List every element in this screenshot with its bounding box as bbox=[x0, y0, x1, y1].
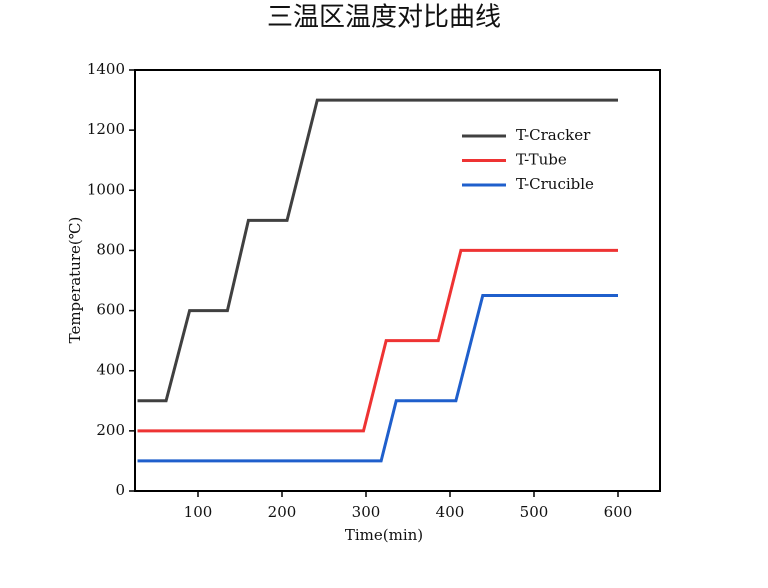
legend-label: T-Tube bbox=[516, 151, 567, 169]
x-tick-label: 300 bbox=[352, 503, 381, 521]
legend-label: T-Crucible bbox=[516, 175, 594, 193]
y-tick-label: 400 bbox=[96, 361, 125, 379]
y-tick-label: 1000 bbox=[87, 180, 125, 198]
y-tick-label: 600 bbox=[96, 301, 125, 319]
x-tick-label: 100 bbox=[184, 503, 213, 521]
series-line bbox=[137, 248, 618, 433]
y-tick-label: 1400 bbox=[87, 60, 125, 78]
y-tick-label: 1200 bbox=[87, 120, 125, 138]
y-tick-label: 800 bbox=[96, 240, 125, 258]
x-tick-label: 400 bbox=[436, 503, 465, 521]
x-tick-label: 200 bbox=[268, 503, 297, 521]
y-tick-label: 0 bbox=[115, 481, 125, 499]
legend-label: T-Cracker bbox=[516, 126, 591, 144]
plot-frame bbox=[134, 69, 661, 492]
series-line bbox=[137, 294, 618, 463]
x-axis-label: Time(min) bbox=[345, 526, 423, 544]
y-tick-label: 200 bbox=[96, 421, 125, 439]
x-tick-label: 600 bbox=[604, 503, 633, 521]
x-tick-label: 500 bbox=[520, 503, 549, 521]
y-axis-label: Temperature(℃) bbox=[66, 217, 84, 344]
chart-title: 三温区温度对比曲线 bbox=[267, 3, 501, 33]
series-line bbox=[137, 98, 618, 403]
